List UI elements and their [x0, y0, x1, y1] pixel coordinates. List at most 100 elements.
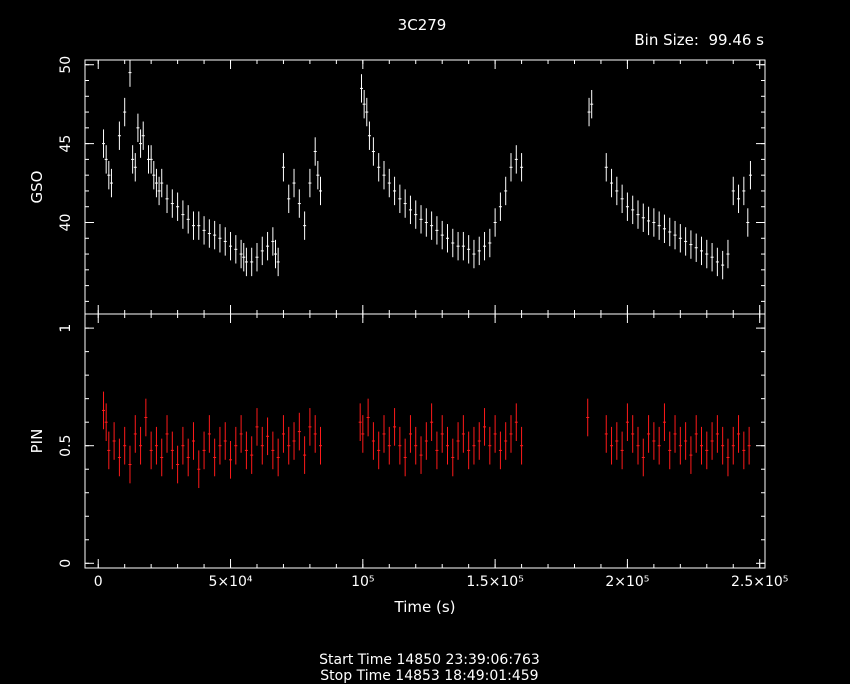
- data-point: [748, 160, 752, 190]
- data-point: [662, 403, 666, 441]
- data-point: [244, 431, 248, 470]
- data-point: [239, 415, 243, 453]
- data-point: [371, 137, 375, 166]
- start-time: Start Time 14850 23:39:06:763: [319, 652, 540, 668]
- data-point: [726, 239, 730, 269]
- data-point: [102, 129, 106, 158]
- data-point: [419, 436, 423, 474]
- y-tick-label: 0.5: [58, 435, 74, 457]
- top-panel-ylabel: GSO: [28, 171, 46, 204]
- data-point: [731, 176, 735, 206]
- chart-title: 3C279: [398, 16, 447, 34]
- data-point: [207, 219, 211, 248]
- data-point: [387, 426, 391, 465]
- data-point: [419, 205, 423, 234]
- data-point: [207, 415, 211, 453]
- data-point: [377, 153, 381, 182]
- data-point: [424, 208, 428, 237]
- data-point: [131, 145, 135, 174]
- stop-time: Stop Time 14853 18:49:01:459: [320, 668, 539, 684]
- data-point: [647, 206, 651, 236]
- data-point: [308, 408, 312, 446]
- data-point: [483, 231, 487, 261]
- data-point: [303, 211, 307, 240]
- data-point: [107, 431, 111, 470]
- data-point: [387, 168, 391, 198]
- data-point: [424, 422, 428, 460]
- data-point: [498, 431, 502, 470]
- data-point: [488, 426, 492, 465]
- x-tick-label: 2×10⁵: [605, 574, 649, 590]
- data-point: [430, 403, 434, 441]
- y-tick-label: 0: [58, 559, 74, 568]
- data-point: [128, 445, 132, 484]
- data-point: [699, 426, 703, 465]
- data-point: [488, 228, 492, 258]
- data-point: [493, 208, 497, 237]
- data-point: [165, 415, 169, 453]
- data-point: [367, 121, 371, 150]
- bottom-panel-frame: [84, 313, 766, 569]
- data-point: [313, 415, 317, 453]
- data-point: [382, 160, 386, 190]
- data-point: [408, 195, 412, 225]
- data-point: [136, 113, 140, 143]
- data-point: [160, 168, 164, 198]
- data-point: [358, 403, 362, 441]
- data-point: [365, 97, 369, 127]
- data-point: [181, 426, 185, 465]
- data-point: [472, 239, 476, 269]
- x-tick-label: 5×10⁴: [208, 574, 252, 590]
- data-point: [160, 438, 164, 477]
- data-point: [102, 391, 106, 430]
- data-point: [313, 137, 317, 166]
- data-point: [281, 153, 285, 182]
- data-point: [139, 426, 143, 465]
- data-point: [684, 422, 688, 460]
- data-point: [255, 408, 259, 446]
- data-point: [266, 231, 270, 261]
- data-point: [461, 415, 465, 453]
- data-point: [366, 398, 370, 437]
- data-point: [705, 431, 709, 470]
- data-point: [662, 214, 666, 244]
- x-axis-label: Time (s): [394, 598, 456, 616]
- data-point: [520, 153, 524, 182]
- data-point: [673, 220, 677, 250]
- data-point: [435, 216, 439, 245]
- data-point: [636, 200, 640, 229]
- data-point: [509, 415, 513, 453]
- data-point: [498, 192, 502, 221]
- data-point: [359, 74, 363, 103]
- data-point: [271, 227, 275, 256]
- data-point: [620, 431, 624, 470]
- data-point: [229, 441, 233, 479]
- data-point: [615, 176, 619, 206]
- data-point: [647, 415, 651, 453]
- data-point: [202, 431, 206, 470]
- data-point: [123, 97, 127, 127]
- data-point: [689, 230, 693, 259]
- data-point: [274, 239, 278, 269]
- data-point: [678, 426, 682, 465]
- data-point: [229, 231, 233, 261]
- data-point: [586, 398, 590, 437]
- data-point: [176, 445, 180, 484]
- data-point: [276, 438, 280, 477]
- data-point: [721, 426, 725, 465]
- data-point: [509, 153, 513, 182]
- data-point: [467, 431, 471, 470]
- data-point: [430, 211, 434, 240]
- time-range-footer: Start Time 14850 23:39:06:763 Stop Time …: [0, 636, 850, 684]
- data-point: [218, 426, 222, 465]
- data-point: [244, 247, 248, 277]
- top-panel-frame: [84, 59, 766, 315]
- data-point: [361, 415, 365, 453]
- data-point: [287, 426, 291, 465]
- data-point: [260, 236, 264, 266]
- data-point: [117, 438, 121, 477]
- data-point: [514, 145, 518, 174]
- data-point: [641, 438, 645, 477]
- data-point: [710, 243, 714, 272]
